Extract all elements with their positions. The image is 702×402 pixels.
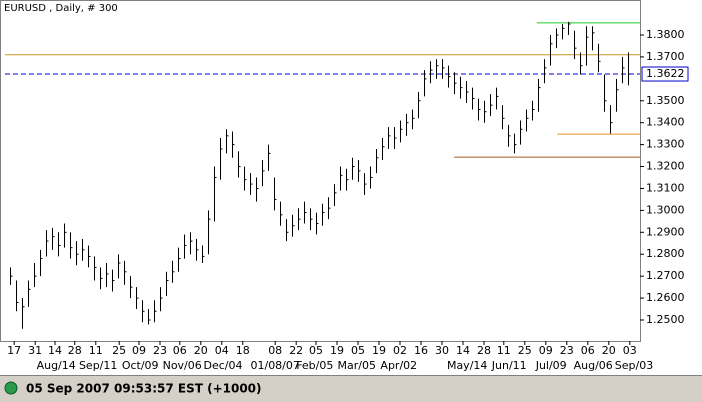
month-label: Oct/09: [122, 359, 159, 372]
x-tick-label: 23: [153, 344, 167, 357]
y-tick-label: 1.2600: [646, 291, 685, 304]
status-text: 05 Sep 2007 09:53:57 EST (+1000): [26, 382, 262, 396]
x-tick-label: 05: [309, 344, 323, 357]
x-tick-label: 11: [497, 344, 511, 357]
x-tick-label: 25: [518, 344, 532, 357]
month-label: Jul/09: [535, 359, 567, 372]
plot-frame: [0, 0, 641, 342]
y-tick-label: 1.3300: [646, 138, 685, 151]
x-tick-label: 28: [68, 344, 82, 357]
x-tick-label: 19: [330, 344, 344, 357]
chart-background: [0, 0, 702, 375]
x-tick-label: 03: [623, 344, 637, 357]
chart-title: EURUSD , Daily, # 300: [4, 3, 118, 14]
status-bar: [0, 375, 702, 402]
x-tick-label: 19: [372, 344, 386, 357]
month-label: Sep/03: [615, 359, 653, 372]
x-tick-label: 17: [7, 344, 21, 357]
month-label: Nov/06: [163, 359, 202, 372]
month-label: Mar/05: [338, 359, 376, 372]
x-tick-label: 18: [236, 344, 250, 357]
x-tick-label: 25: [112, 344, 126, 357]
x-tick-label: 23: [560, 344, 574, 357]
status-indicator: [4, 381, 18, 395]
y-tick-label: 1.3000: [646, 203, 685, 216]
y-tick-label: 1.2900: [646, 225, 685, 238]
x-tick-label: 11: [89, 344, 103, 357]
month-label: Feb/05: [296, 359, 333, 372]
month-label: Dec/04: [203, 359, 242, 372]
y-tick-label: 1.2800: [646, 247, 685, 260]
y-tick-label: 1.3800: [646, 28, 685, 41]
x-tick-label: 16: [414, 344, 428, 357]
month-label: 01/08/07: [250, 359, 299, 372]
x-tick-label: 06: [173, 344, 187, 357]
x-tick-label: 31: [28, 344, 42, 357]
month-label: May/14: [447, 359, 487, 372]
x-tick-label: 20: [194, 344, 208, 357]
x-tick-label: 04: [215, 344, 229, 357]
y-tick-label: 1.3100: [646, 181, 685, 194]
y-tick-label: 1.2500: [646, 313, 685, 326]
x-tick-label: 14: [48, 344, 62, 357]
last-price-label: 1.3622: [646, 67, 685, 80]
x-tick-label: 06: [581, 344, 595, 357]
y-tick-label: 1.3500: [646, 94, 685, 107]
x-tick-label: 02: [393, 344, 407, 357]
x-tick-label: 28: [477, 344, 491, 357]
x-tick-label: 22: [289, 344, 303, 357]
x-tick-label: 08: [268, 344, 282, 357]
y-tick-label: 1.3400: [646, 116, 685, 129]
x-tick-label: 20: [602, 344, 616, 357]
month-label: Apr/02: [380, 359, 417, 372]
x-tick-label: 09: [132, 344, 146, 357]
y-tick-label: 1.3200: [646, 160, 685, 173]
month-label: Aug/14: [37, 359, 76, 372]
y-tick-label: 1.3700: [646, 50, 685, 63]
month-label: Sep/11: [79, 359, 117, 372]
month-label: Jun/11: [491, 359, 527, 372]
x-tick-label: 14: [456, 344, 470, 357]
x-tick-label: 05: [351, 344, 365, 357]
month-label: Aug/06: [574, 359, 613, 372]
x-tick-label: 09: [539, 344, 553, 357]
y-tick-label: 1.2700: [646, 269, 685, 282]
x-tick-label: 30: [435, 344, 449, 357]
last-price-box: [641, 66, 689, 82]
